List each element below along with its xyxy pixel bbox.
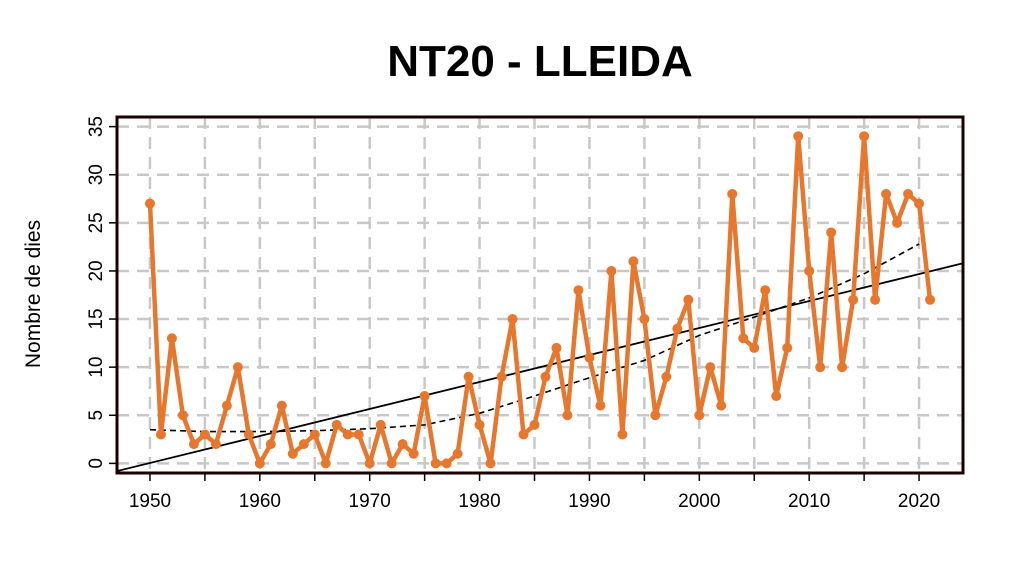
data-point [221, 400, 232, 411]
data-point [892, 217, 903, 228]
data-point [540, 371, 551, 382]
data-point [738, 333, 749, 344]
data-point [331, 419, 342, 430]
data-point [518, 429, 529, 440]
data-point [628, 256, 639, 267]
data-point [254, 458, 265, 469]
x-tick-label: 2000 [678, 491, 720, 512]
data-point [375, 419, 386, 430]
data-point [485, 458, 496, 469]
data-point [815, 362, 826, 373]
data-point [727, 188, 738, 199]
y-tick-label: 35 [86, 116, 107, 137]
data-point [771, 391, 782, 402]
data-point [430, 458, 441, 469]
chart-title: NT20 - LLEIDA [387, 37, 693, 86]
plot-frame [115, 115, 965, 475]
data-point [573, 285, 584, 296]
data-point [287, 448, 298, 459]
data-point [320, 458, 331, 469]
data-point [177, 410, 188, 421]
data-point [859, 131, 870, 142]
data-point [419, 391, 430, 402]
data-point [826, 227, 837, 238]
data-point [474, 419, 485, 430]
data-point [364, 458, 375, 469]
y-tick-label: 0 [86, 458, 107, 469]
y-axis-label: Nombre de dies [22, 220, 45, 368]
data-point [309, 429, 320, 440]
data-point [925, 294, 936, 305]
data-point [452, 448, 463, 459]
data-point [793, 131, 804, 142]
data-point [199, 429, 210, 440]
data-point [243, 429, 254, 440]
x-tick-label: 1960 [239, 491, 281, 512]
data-point [782, 342, 793, 353]
data-point [760, 285, 771, 296]
x-tick-label: 1950 [129, 491, 171, 512]
y-tick-label: 20 [86, 260, 107, 281]
data-point [144, 198, 155, 209]
data-point [342, 429, 353, 440]
y-tick-label: 15 [86, 308, 107, 329]
data-point [463, 371, 474, 382]
data-point [441, 458, 452, 469]
data-point [562, 410, 573, 421]
data-point [551, 342, 562, 353]
data-point [606, 265, 617, 276]
data-point [903, 188, 914, 199]
data-point [716, 400, 727, 411]
data-point [881, 188, 892, 199]
data-point [397, 439, 408, 450]
data-point [232, 362, 243, 373]
data-point [210, 439, 221, 450]
data-point [617, 429, 628, 440]
data-point [661, 371, 672, 382]
data-point [386, 458, 397, 469]
data-point [507, 314, 518, 325]
y-tick-label: 5 [86, 410, 107, 421]
series-line [147, 133, 933, 466]
x-tick-label: 1980 [458, 491, 500, 512]
data-point [188, 439, 199, 450]
y-tick-label: 25 [86, 212, 107, 233]
data-point [650, 410, 661, 421]
data-point [672, 323, 683, 334]
data-point [298, 439, 309, 450]
y-tick-label: 10 [86, 357, 107, 378]
data-point [837, 362, 848, 373]
data-point [353, 429, 364, 440]
data-point [848, 294, 859, 305]
data-point [529, 419, 540, 430]
data-point [276, 400, 287, 411]
x-tick-label: 2010 [788, 491, 830, 512]
trend-line [116, 262, 964, 472]
data-point [166, 333, 177, 344]
data-point [496, 371, 507, 382]
data-point [694, 410, 705, 421]
data-point [705, 362, 716, 373]
data-point [870, 294, 881, 305]
data-point [584, 352, 595, 363]
axis-ticks: 1950 1960 1970 1980 1990 2000 2010 2020 0 5 10 15 20… [86, 116, 940, 512]
data-point [749, 342, 760, 353]
data-point [408, 448, 419, 459]
data-point [639, 314, 650, 325]
data-point [595, 400, 606, 411]
data-point [914, 198, 925, 209]
x-tick-label: 1970 [349, 491, 391, 512]
data-point [265, 439, 276, 450]
data-series [116, 131, 964, 472]
data-point [683, 294, 694, 305]
data-point [804, 265, 815, 276]
x-tick-label: 2020 [898, 491, 940, 512]
y-tick-label: 30 [86, 164, 107, 185]
x-tick-label: 1990 [568, 491, 610, 512]
data-point [155, 429, 166, 440]
